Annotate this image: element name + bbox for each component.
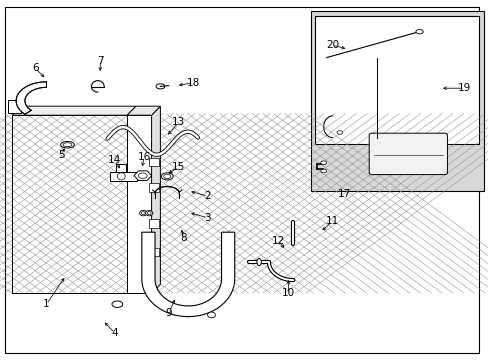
Ellipse shape [163,174,170,179]
Polygon shape [12,115,127,293]
Text: 6: 6 [32,63,39,73]
Text: 4: 4 [111,328,118,338]
Ellipse shape [320,161,326,165]
Text: 16: 16 [137,152,151,162]
Text: 20: 20 [325,40,338,50]
Ellipse shape [161,173,173,180]
Text: 18: 18 [186,78,200,88]
FancyBboxPatch shape [5,7,478,353]
Polygon shape [16,82,46,114]
FancyBboxPatch shape [315,16,478,144]
Ellipse shape [138,173,147,179]
Polygon shape [12,106,136,115]
Ellipse shape [61,141,74,148]
Ellipse shape [336,131,342,134]
Bar [149,219,159,228]
Text: 5: 5 [58,150,64,160]
Ellipse shape [140,211,146,216]
FancyBboxPatch shape [310,11,483,191]
Ellipse shape [207,312,215,318]
Polygon shape [127,115,151,293]
Text: 15: 15 [171,162,185,172]
Text: 11: 11 [325,216,339,226]
Ellipse shape [145,211,153,216]
Ellipse shape [112,301,122,307]
FancyBboxPatch shape [368,133,447,175]
Polygon shape [127,106,160,115]
Ellipse shape [320,169,326,173]
Text: 17: 17 [337,189,351,199]
Text: 7: 7 [97,56,103,66]
Bar [149,248,159,256]
Ellipse shape [415,30,423,34]
Ellipse shape [147,212,151,215]
Polygon shape [142,232,234,316]
Text: 3: 3 [204,213,211,223]
Polygon shape [134,171,151,180]
Text: 10: 10 [282,288,294,298]
Ellipse shape [117,173,125,180]
Text: 1: 1 [43,299,50,309]
Bar [8,100,21,113]
Ellipse shape [9,102,20,111]
Bar [149,158,159,166]
Text: 9: 9 [165,308,172,318]
Text: 8: 8 [180,233,186,243]
Bar [110,172,137,181]
Polygon shape [151,106,160,293]
Ellipse shape [63,143,72,147]
Ellipse shape [141,212,145,215]
Bar [149,183,159,192]
Ellipse shape [156,84,164,89]
Text: 2: 2 [204,191,211,201]
Text: 13: 13 [171,117,185,127]
Text: 12: 12 [271,236,285,246]
Bar [116,164,125,172]
Text: 14: 14 [108,155,122,165]
Text: 19: 19 [457,83,470,93]
Ellipse shape [256,258,261,266]
